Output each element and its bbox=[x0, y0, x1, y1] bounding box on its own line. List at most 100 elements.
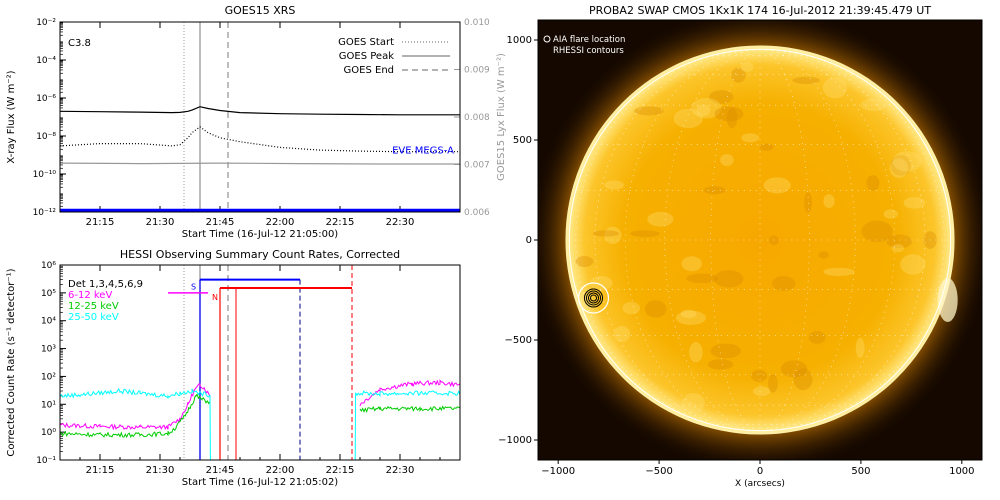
hessi-legend-label: 25-50 keV bbox=[68, 312, 119, 323]
goes-panel: GOES15 XRS 21:15 21:30 21:45 22:00 22:15 22:30… bbox=[6, 4, 507, 240]
goes-legend-label: GOES Peak bbox=[339, 51, 394, 62]
swap-texture bbox=[630, 230, 660, 238]
hessi-y-tick-label: 10⁴ bbox=[41, 317, 56, 327]
swap-texture bbox=[720, 154, 734, 167]
swap-texture bbox=[818, 251, 829, 259]
goes-x-tick-label: 21:15 bbox=[86, 217, 115, 228]
goes-y-label: X-ray Flux (W m⁻²) bbox=[6, 70, 17, 163]
hessi-y-tick-label: 10³ bbox=[41, 345, 56, 355]
goes-x-tick-label: 22:00 bbox=[266, 217, 295, 228]
swap-texture bbox=[613, 326, 631, 342]
swap-texture bbox=[703, 186, 726, 195]
swap-texture bbox=[751, 369, 768, 383]
hessi-legend-label: Det 1,3,4,5,6,9 bbox=[68, 279, 143, 290]
hessi-x-tick-label: 21:15 bbox=[86, 465, 115, 476]
swap-texture bbox=[822, 77, 848, 99]
swap-sun-disk bbox=[565, 45, 955, 435]
swap-texture bbox=[900, 254, 926, 275]
swap-flare-circle bbox=[577, 282, 610, 314]
swap-texture bbox=[675, 310, 707, 325]
swap-texture bbox=[709, 90, 734, 104]
goes-yr-tick-label: 0.008 bbox=[464, 113, 490, 123]
swap-texture bbox=[691, 97, 722, 119]
swap-texture bbox=[634, 106, 664, 116]
swap-texture bbox=[622, 301, 641, 315]
hessi-legend-label: 12-25 keV bbox=[68, 301, 119, 312]
swap-rhessi-contour bbox=[590, 294, 597, 302]
swap-texture bbox=[681, 256, 702, 272]
hessi-frame bbox=[59, 264, 461, 461]
swap-texture bbox=[707, 359, 734, 370]
swap-grid-longitude bbox=[759, 48, 945, 432]
hessi-y-tick-label: 10² bbox=[41, 372, 56, 382]
goes-y-tick-label: 10⁻⁴ bbox=[36, 56, 56, 66]
swap-texture bbox=[726, 107, 738, 129]
swap-texture bbox=[714, 270, 744, 288]
hessi-plot-area bbox=[60, 265, 460, 460]
goes-legend-label: GOES Start bbox=[338, 37, 394, 48]
swap-texture bbox=[644, 300, 667, 318]
goes-series-lya bbox=[60, 162, 460, 165]
swap-x-tick-label: −1000 bbox=[541, 466, 575, 477]
swap-texture bbox=[771, 276, 796, 291]
goes-flare-class: C3.8 bbox=[68, 38, 91, 49]
swap-texture bbox=[768, 235, 780, 246]
hessi-y-tick-label: 10¹ bbox=[41, 400, 56, 410]
hessi-y-tick-label: 10⁶ bbox=[41, 261, 56, 271]
goes-y-tick-label: 10⁻² bbox=[36, 18, 56, 28]
hessi-x-tick-label: 22:00 bbox=[266, 465, 295, 476]
hessi-y-tick-label: 10⁻¹ bbox=[36, 456, 56, 466]
goes-series-short bbox=[60, 126, 460, 153]
swap-y-tick-label: −500 bbox=[505, 335, 532, 346]
goes-eve-label: EVE MEGS-A bbox=[392, 145, 454, 156]
swap-texture bbox=[861, 220, 893, 243]
swap-texture bbox=[892, 151, 922, 172]
hessi-series-line bbox=[60, 387, 460, 460]
swap-texture bbox=[686, 273, 719, 284]
hessi-x-tick-label: 21:45 bbox=[206, 465, 235, 476]
hessi-series-line bbox=[60, 379, 460, 431]
swap-title: PROBA2 SWAP CMOS 1Kx1K 174 16-Jul-2012 2… bbox=[589, 4, 931, 17]
goes-yr-tick-label: 0.006 bbox=[464, 208, 490, 218]
goes-x-tick-label: 21:30 bbox=[146, 217, 175, 228]
swap-y-tick-label: 0 bbox=[526, 235, 532, 246]
swap-panel: PROBA2 SWAP CMOS 1Kx1K 174 16-Jul-2012 2… bbox=[498, 4, 983, 489]
hessi-panel: HESSI Observing Summary Count Rates, Cor… bbox=[6, 248, 461, 488]
swap-rhessi-contour bbox=[588, 292, 599, 304]
swap-texture bbox=[792, 76, 820, 84]
hessi-series-line bbox=[60, 393, 460, 439]
swap-texture bbox=[886, 234, 913, 249]
swap-active-region bbox=[937, 278, 958, 322]
goes-yr-tick-label: 0.010 bbox=[464, 18, 490, 28]
goes-series-long bbox=[60, 106, 460, 116]
hessi-y-label: Corrected Count Rate (s⁻¹ detector⁻¹) bbox=[6, 268, 17, 456]
swap-y-tick-label: 1000 bbox=[507, 35, 532, 46]
goes-x-tick-label: 22:15 bbox=[326, 217, 355, 228]
hessi-title: HESSI Observing Summary Count Rates, Cor… bbox=[120, 248, 400, 261]
swap-y-tick-label: −1000 bbox=[498, 435, 532, 446]
swap-texture bbox=[696, 104, 711, 117]
swap-texture bbox=[673, 108, 703, 129]
goes-y-tick-label: 10⁻⁶ bbox=[36, 94, 56, 104]
goes-y-tick-label: 10⁻⁸ bbox=[36, 132, 56, 142]
swap-texture bbox=[823, 194, 835, 209]
swap-texture bbox=[731, 67, 746, 83]
swap-texture bbox=[808, 331, 826, 344]
hessi-flag-label: S bbox=[191, 283, 196, 292]
goes-y-tick-label: 10⁻¹⁰ bbox=[33, 170, 57, 180]
swap-x-tick-label: 0 bbox=[757, 466, 763, 477]
swap-texture bbox=[681, 393, 706, 413]
goes-plot-area bbox=[60, 22, 460, 212]
goes-x-tick-label: 22:30 bbox=[386, 217, 415, 228]
swap-texture bbox=[883, 209, 898, 219]
goes-yr-tick-label: 0.007 bbox=[464, 161, 490, 171]
swap-texture bbox=[768, 374, 778, 393]
goes-title: GOES15 XRS bbox=[225, 4, 296, 17]
hessi-y-tick-label: 10⁵ bbox=[41, 289, 56, 299]
hessi-flag-label: N bbox=[212, 293, 218, 302]
swap-legend-label: RHESSI contours bbox=[553, 46, 624, 56]
hessi-x-tick-label: 21:30 bbox=[146, 465, 175, 476]
swap-x-tick-label: −500 bbox=[645, 466, 672, 477]
